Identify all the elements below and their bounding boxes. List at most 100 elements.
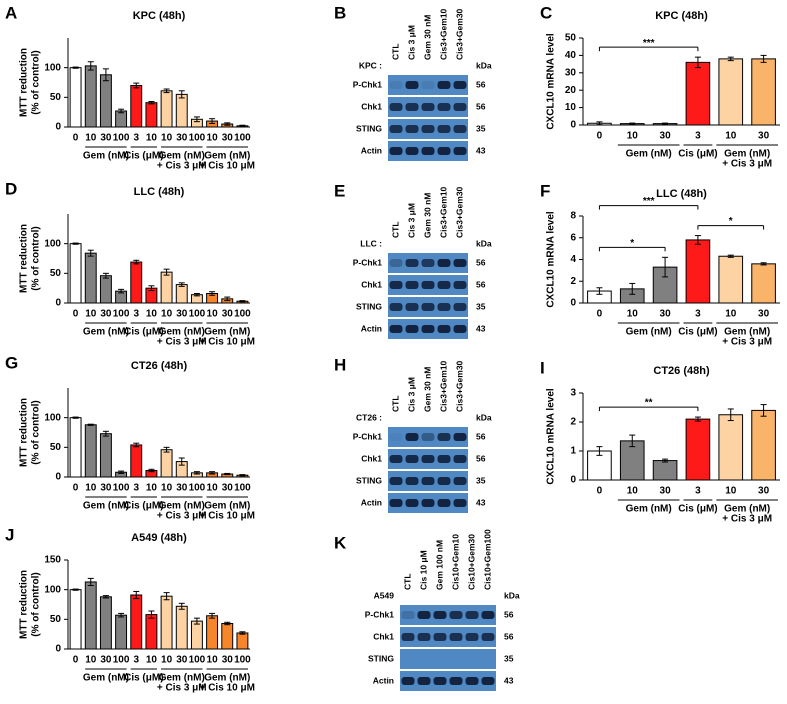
y-tick-label: 50 xyxy=(50,442,62,453)
blot-strip xyxy=(400,627,496,647)
error-bar xyxy=(118,612,125,618)
blot-band xyxy=(401,611,415,619)
blot-band xyxy=(421,103,435,111)
blot-band xyxy=(421,499,435,507)
group-label: + Cis 10 μM xyxy=(200,511,255,522)
row-label: P-Chk1 xyxy=(353,257,383,267)
panel-letter: D xyxy=(5,179,17,198)
blot-strip xyxy=(388,427,468,447)
lane-label: Gem 30 nM xyxy=(422,15,432,60)
row-label: Chk1 xyxy=(361,453,382,463)
error-bar xyxy=(760,54,767,63)
cell-line-label: KPC : xyxy=(359,60,382,70)
lane-label: Gem 100 nM xyxy=(434,540,444,590)
bar xyxy=(84,65,97,128)
group-label: Gem (nM) xyxy=(724,504,770,515)
y-axis-label: (% of control) xyxy=(31,226,42,290)
y-axis-label: (% of control) xyxy=(31,572,42,636)
y-axis-label: MTT reduction xyxy=(19,48,30,117)
significance-bracket xyxy=(598,205,699,210)
error-bar xyxy=(209,612,216,619)
blot-band xyxy=(437,477,451,485)
kda-label: 35 xyxy=(476,301,486,311)
x-tick-label: 3 xyxy=(133,655,139,666)
group-label: Cis (μM) xyxy=(678,149,717,160)
blot-band xyxy=(421,81,435,89)
error-bar xyxy=(193,471,200,475)
error-bar xyxy=(148,468,155,473)
bar xyxy=(69,589,82,650)
blot-band xyxy=(481,677,495,685)
blot-band xyxy=(421,125,435,133)
y-tick-label: 0 xyxy=(570,298,576,309)
y-tick-label: 50 xyxy=(50,614,62,625)
error-bar xyxy=(87,61,94,71)
panel-letter: C xyxy=(540,3,552,22)
blot-band xyxy=(389,281,403,289)
blot-band xyxy=(437,281,451,289)
cell-line-label: LLC : xyxy=(360,238,382,248)
significance-bracket xyxy=(598,46,699,52)
lane-label: Gem 30 nM xyxy=(422,193,432,238)
x-tick-label: 0 xyxy=(597,486,603,497)
group-label: Gem (nM) xyxy=(724,327,770,338)
x-tick-label: 100 xyxy=(234,133,251,144)
x-tick-label: 0 xyxy=(73,309,79,320)
bar xyxy=(751,263,776,304)
bar xyxy=(190,620,203,650)
blot-band xyxy=(437,325,451,333)
error-bar xyxy=(148,610,155,619)
x-tick-label: 100 xyxy=(113,309,130,320)
bar xyxy=(175,93,188,128)
group-label: Gem (nM) xyxy=(724,149,770,160)
row-label: Actin xyxy=(361,145,382,155)
x-tick-label: 0 xyxy=(597,131,603,142)
error-bar xyxy=(87,423,94,426)
bar xyxy=(236,632,249,650)
x-tick-label: 100 xyxy=(113,133,130,144)
error-bar xyxy=(727,56,734,62)
blot-band xyxy=(453,477,467,485)
x-tick-label: 10 xyxy=(85,483,97,494)
x-tick-label: 30 xyxy=(222,309,234,320)
blot-band xyxy=(433,677,447,685)
kda-label: 56 xyxy=(504,631,514,641)
error-bar xyxy=(72,416,79,419)
blot-band xyxy=(405,455,419,463)
kda-label: 56 xyxy=(476,79,486,89)
lane-label: Cis3+Gem10 xyxy=(438,186,448,238)
blot-band xyxy=(389,455,403,463)
kda-label: 43 xyxy=(476,323,486,333)
group-label: + Cis 10 μM xyxy=(200,161,255,172)
blot-band xyxy=(417,633,431,641)
chart-title: KPC (48h) xyxy=(133,10,186,22)
blot-band xyxy=(421,455,435,463)
group-label: + Cis 10 μM xyxy=(200,337,255,348)
group-label: + Cis 3 μM xyxy=(157,337,207,348)
panel-letter: G xyxy=(5,353,18,372)
y-tick-label: 50 xyxy=(565,33,577,44)
blot-band xyxy=(453,81,467,89)
bar xyxy=(160,271,173,304)
kda-header: kDa xyxy=(504,590,520,600)
error-bar xyxy=(596,446,603,456)
significance-bracket xyxy=(598,246,666,252)
x-tick-label: 100 xyxy=(234,483,251,494)
blot-band xyxy=(405,325,419,333)
blot-band xyxy=(405,81,419,89)
bar xyxy=(69,67,82,128)
group-label: Gem (nM) xyxy=(83,673,129,684)
bar xyxy=(84,252,97,304)
blot-band xyxy=(465,633,479,641)
error-bar xyxy=(662,256,669,278)
x-tick-label: 30 xyxy=(176,309,188,320)
row-label: Chk1 xyxy=(361,279,382,289)
error-bar xyxy=(694,416,701,422)
group-label: Gem (nM) xyxy=(626,327,672,338)
x-tick-label: 0 xyxy=(73,655,79,666)
y-tick-label: 0 xyxy=(55,122,61,133)
group-label: Gem (nM) xyxy=(204,151,250,162)
group-label: + Cis 10 μM xyxy=(200,683,255,694)
error-bar xyxy=(102,430,109,437)
kda-label: 56 xyxy=(476,279,486,289)
